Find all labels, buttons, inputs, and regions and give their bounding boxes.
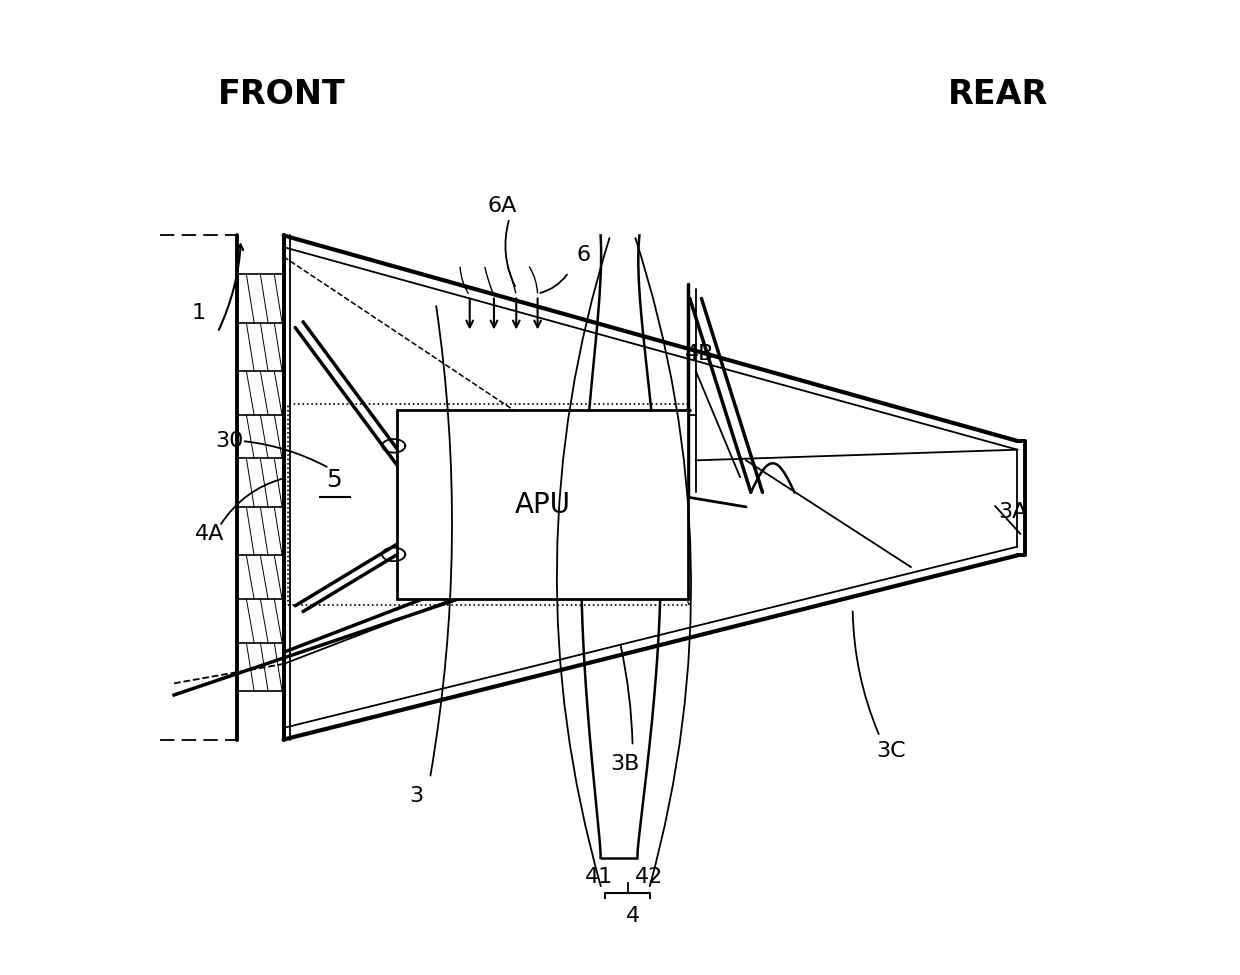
Text: 30: 30 (215, 431, 243, 451)
Text: 6: 6 (577, 245, 590, 265)
Text: 42: 42 (635, 867, 663, 887)
Bar (289, 404, 688, 604)
Text: 4: 4 (625, 906, 640, 926)
Text: 3B: 3B (610, 754, 640, 774)
Text: 3: 3 (409, 786, 424, 805)
Text: 1: 1 (191, 303, 206, 323)
Text: 4A: 4A (196, 524, 224, 544)
Text: 41: 41 (584, 867, 613, 887)
Bar (397, 410, 688, 599)
Text: APU: APU (515, 491, 570, 519)
Text: 3C: 3C (877, 741, 906, 761)
Text: 3A: 3A (998, 502, 1028, 522)
Text: 4B: 4B (684, 344, 714, 364)
Text: 5: 5 (326, 468, 342, 491)
Text: FRONT: FRONT (218, 78, 345, 111)
Text: REAR: REAR (947, 78, 1048, 111)
Text: 6A: 6A (487, 196, 516, 216)
